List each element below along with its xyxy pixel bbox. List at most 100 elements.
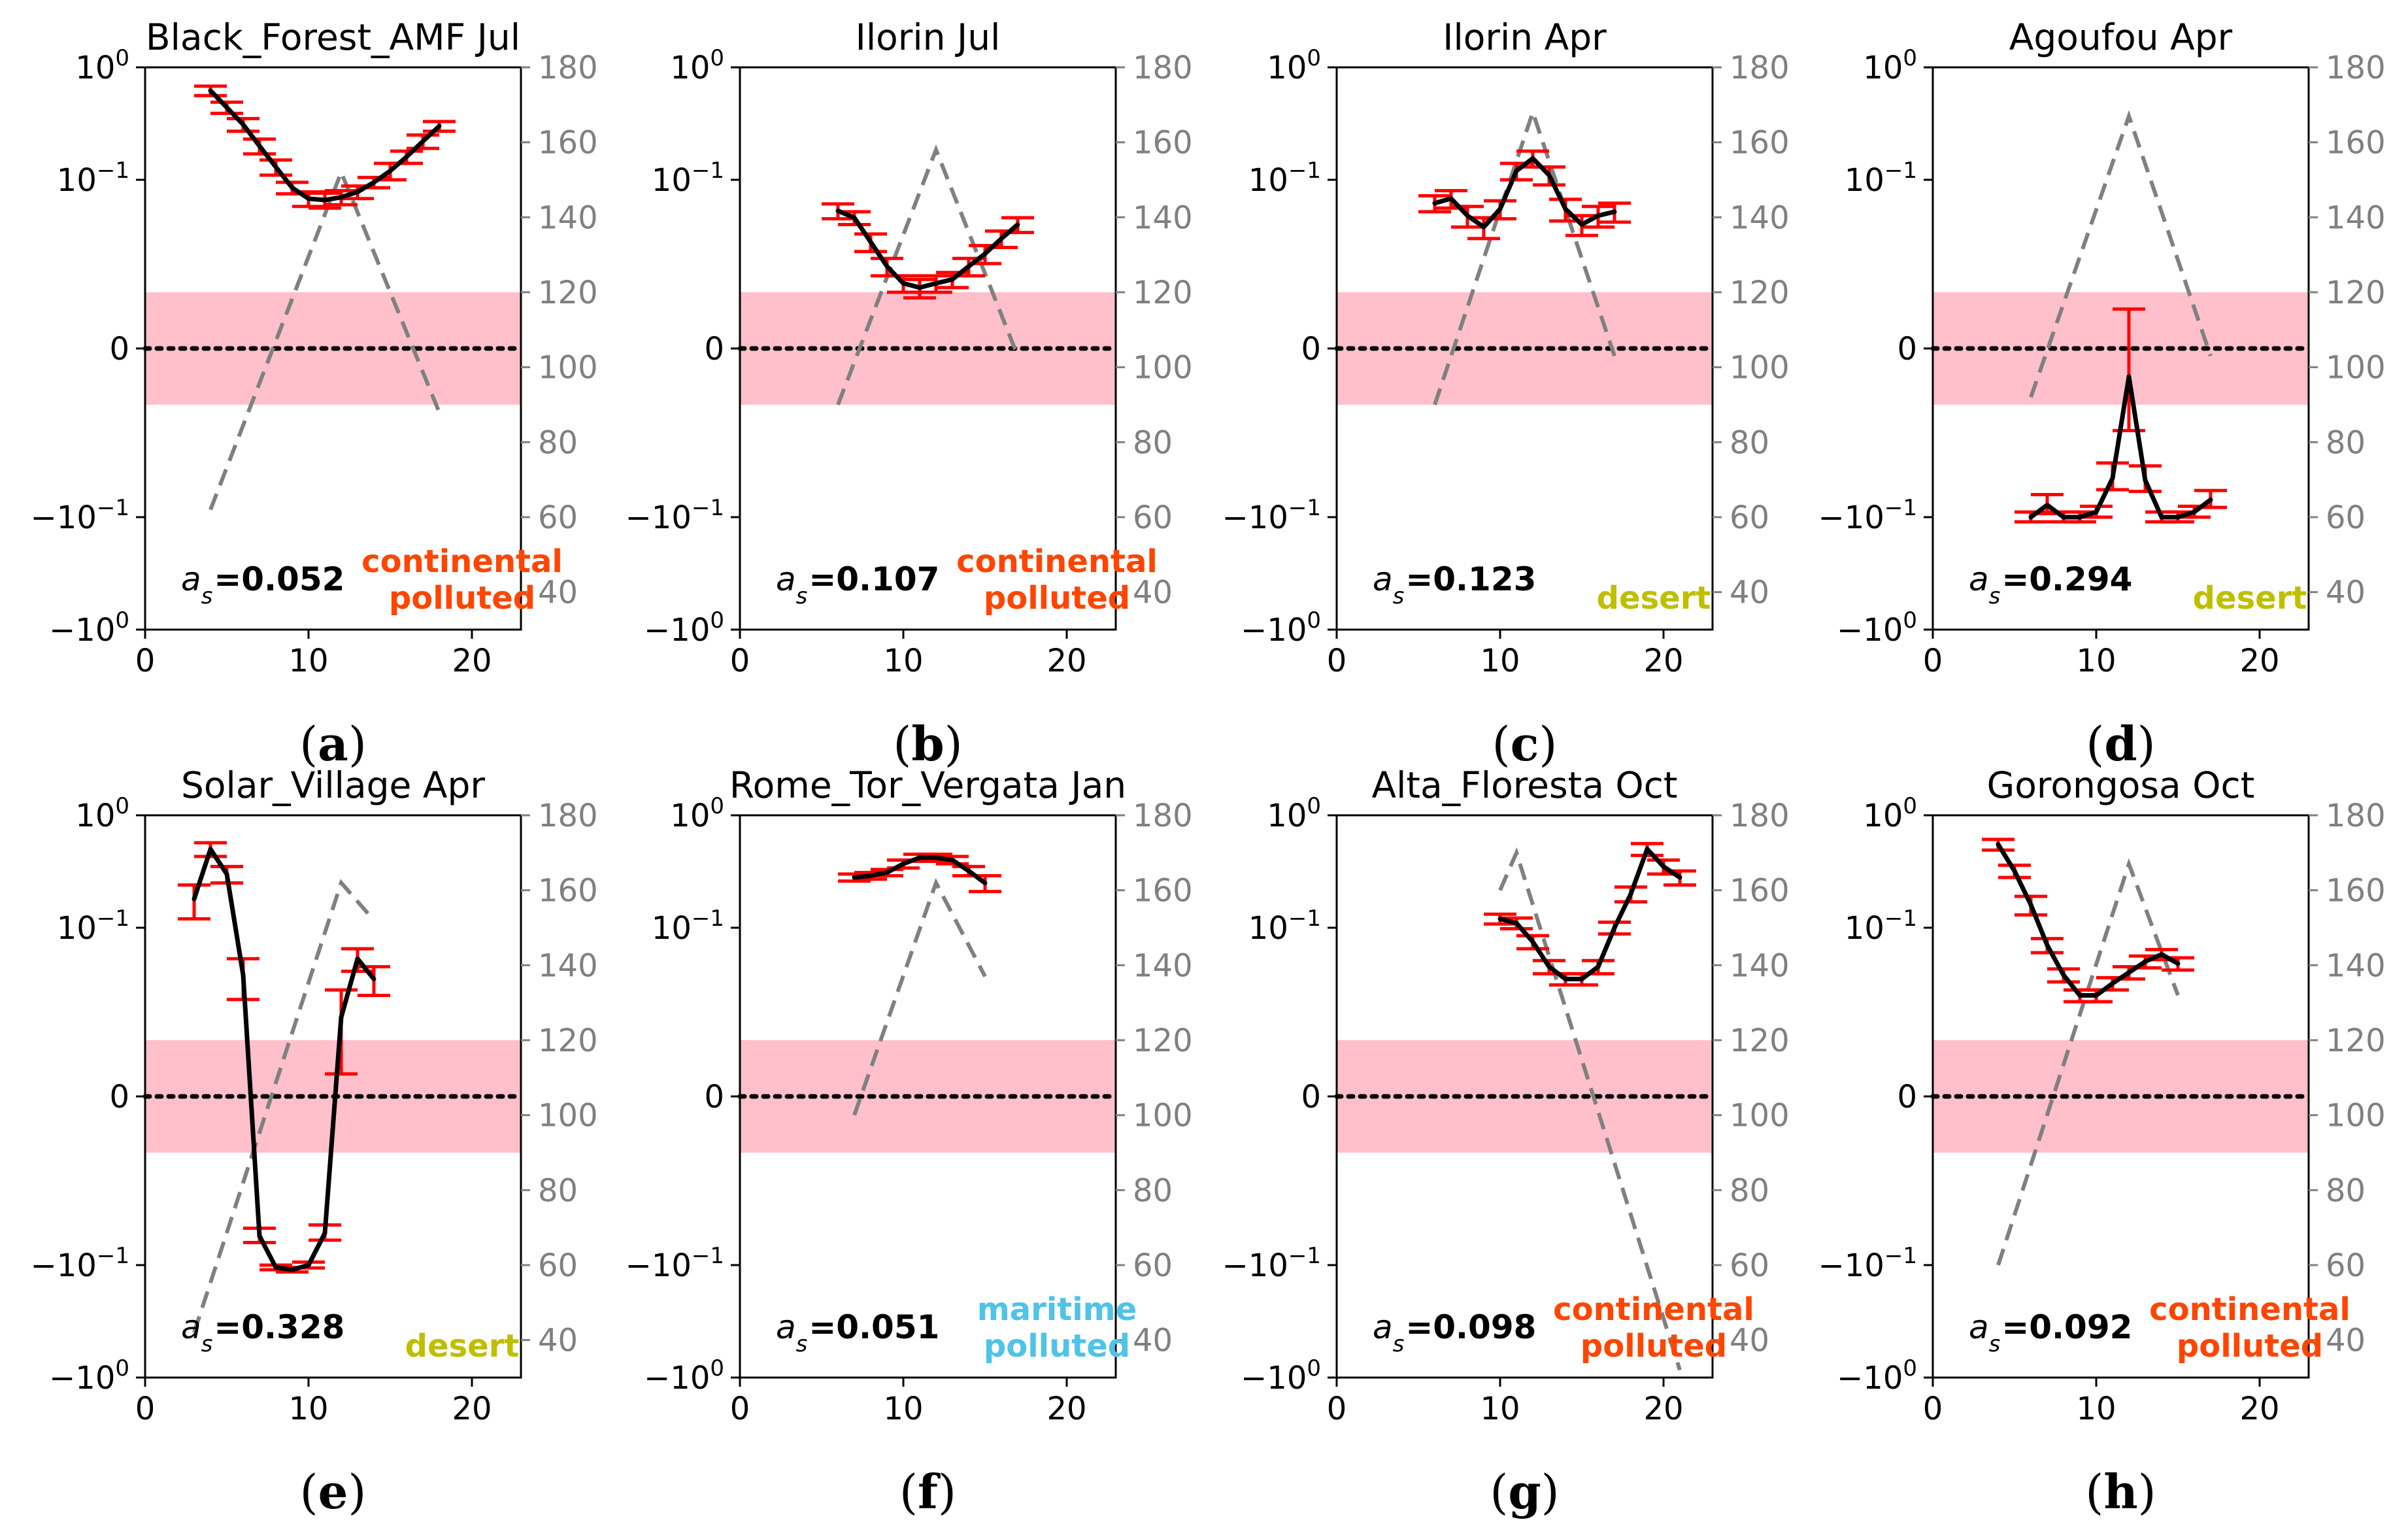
aerosol-class-line1: continental (1553, 1291, 1754, 1328)
data-point (901, 280, 906, 286)
data-point (322, 1230, 327, 1236)
data-point (1432, 201, 1437, 206)
aerosol-class-line1: continental (2149, 1291, 2350, 1328)
y2-tick-label: 40 (538, 575, 578, 611)
y-tick-label: −100 (644, 607, 724, 649)
chart-title: Ilorin Apr (1443, 16, 1607, 58)
data-point (982, 251, 988, 256)
x-tick-label: 20 (1643, 643, 1683, 679)
data-point (2028, 515, 2033, 520)
y-tick-label: 100 (1863, 793, 1917, 834)
data-point (1530, 939, 1535, 944)
y2-tick-label: 80 (538, 1172, 578, 1209)
y-tick-label: −10−1 (31, 495, 129, 536)
panel-label: (a) (299, 716, 367, 771)
data-point (1481, 224, 1486, 229)
secondary-curve (209, 167, 441, 511)
y2-tick-label: 160 (1133, 125, 1193, 161)
x-tick-label: 0 (135, 643, 156, 679)
y-tick-label: 0 (1897, 331, 1917, 367)
y-tick-label: 10−1 (57, 158, 129, 199)
data-point (1612, 925, 1617, 930)
y2-tick-label: 100 (538, 350, 598, 386)
data-point (2208, 497, 2213, 502)
data-point (2126, 374, 2132, 379)
series-line (192, 847, 376, 1272)
y2-tick-label: 80 (2326, 424, 2366, 461)
y2-tick-label: 140 (1730, 199, 1790, 236)
x-tick-label: 20 (1643, 1391, 1683, 1427)
aerosol-class-line1: continental (361, 543, 563, 580)
data-point (208, 88, 213, 93)
y2-tick-label: 80 (538, 424, 578, 461)
y2-tick-label: 160 (1730, 873, 1790, 909)
series-line (837, 209, 1020, 290)
chart-panel-d: 0 10 20 100 10−1 0 −10−1 −100 40 60 80 100 120 140 160… (1818, 16, 2386, 771)
y-tick-label: 10−1 (1248, 158, 1321, 199)
secondary-curve (852, 877, 987, 1116)
y-tick-label: 100 (1267, 45, 1321, 86)
data-point (290, 185, 295, 190)
data-point (2061, 515, 2066, 520)
y2-tick-label: 60 (1133, 1247, 1173, 1284)
data-point (2110, 475, 2115, 481)
data-point (1015, 222, 1020, 227)
y-tick-label: −10−1 (1222, 1243, 1321, 1284)
y-tick-label: −10−1 (626, 1243, 724, 1284)
annotation-as: as=0.294 (1969, 560, 2132, 609)
data-point (1497, 207, 1503, 212)
data-point (884, 870, 890, 875)
data-point (901, 861, 906, 866)
y2-tick-label: 60 (1730, 500, 1769, 536)
y2-tick-label: 60 (2326, 500, 2366, 536)
chart-panel-b: 0 10 20 100 10−1 0 −10−1 −100 40 60 80 100 120 140 160… (626, 16, 1193, 771)
series-line (2029, 374, 2213, 520)
data-point (2159, 952, 2164, 957)
panel-label: (d) (2086, 716, 2156, 771)
data-point (339, 1015, 344, 1020)
y2-tick-label: 60 (2326, 1247, 2366, 1284)
aerosol-class-line2: polluted (389, 580, 535, 617)
data-point (2094, 993, 2099, 998)
y2-tick-label: 180 (2326, 798, 2386, 834)
x-tick-label: 10 (288, 1391, 328, 1427)
y-tick-label: 100 (1267, 793, 1321, 834)
x-tick-label: 20 (452, 1391, 492, 1427)
y2-tick-label: 120 (1730, 1023, 1790, 1059)
y2-tick-label: 80 (1133, 1172, 1173, 1209)
x-tick-label: 10 (288, 643, 328, 679)
data-point (371, 180, 376, 185)
y2-tick-label: 100 (1730, 1098, 1790, 1134)
chart-panel-f: 0 10 20 100 10−1 0 −10−1 −100 40 60 80 100 120 140 160… (626, 764, 1193, 1519)
y-tick-label: −10−1 (31, 1243, 129, 1284)
data-point (2077, 993, 2082, 998)
data-point (2012, 868, 2017, 873)
data-point (388, 168, 393, 173)
y-tick-label: 100 (670, 45, 724, 86)
x-tick-label: 0 (730, 643, 750, 679)
y2-tick-label: 120 (2326, 1023, 2386, 1059)
x-tick-label: 0 (1327, 1391, 1347, 1427)
chart-title: Ilorin Jul (856, 16, 1001, 58)
data-point (2094, 509, 2099, 515)
y2-tick-label: 180 (1133, 798, 1193, 834)
y2-tick-label: 120 (538, 1023, 598, 1059)
y2-tick-label: 160 (1730, 125, 1790, 161)
y2-tick-label: 180 (538, 798, 598, 834)
chart-panel-g: 0 10 20 100 10−1 0 −10−1 −100 40 60 80 100 120 140 160… (1222, 764, 1790, 1519)
y-tick-label: 0 (1301, 331, 1321, 367)
secondary-curve (836, 144, 1020, 406)
x-tick-label: 20 (452, 643, 492, 679)
y2-tick-label: 40 (1133, 575, 1173, 611)
data-point (1579, 222, 1584, 227)
annotation-as: as=0.051 (776, 1308, 939, 1357)
data-point (355, 956, 360, 961)
data-point (290, 1267, 295, 1272)
y-tick-label: 100 (75, 793, 129, 834)
y2-tick-label: 80 (1133, 424, 1173, 461)
y-tick-label: 10−1 (652, 906, 724, 947)
y-tick-label: −100 (644, 1355, 724, 1397)
data-point (852, 215, 857, 220)
y2-tick-label: 140 (1133, 947, 1193, 984)
data-point (1677, 875, 1682, 880)
